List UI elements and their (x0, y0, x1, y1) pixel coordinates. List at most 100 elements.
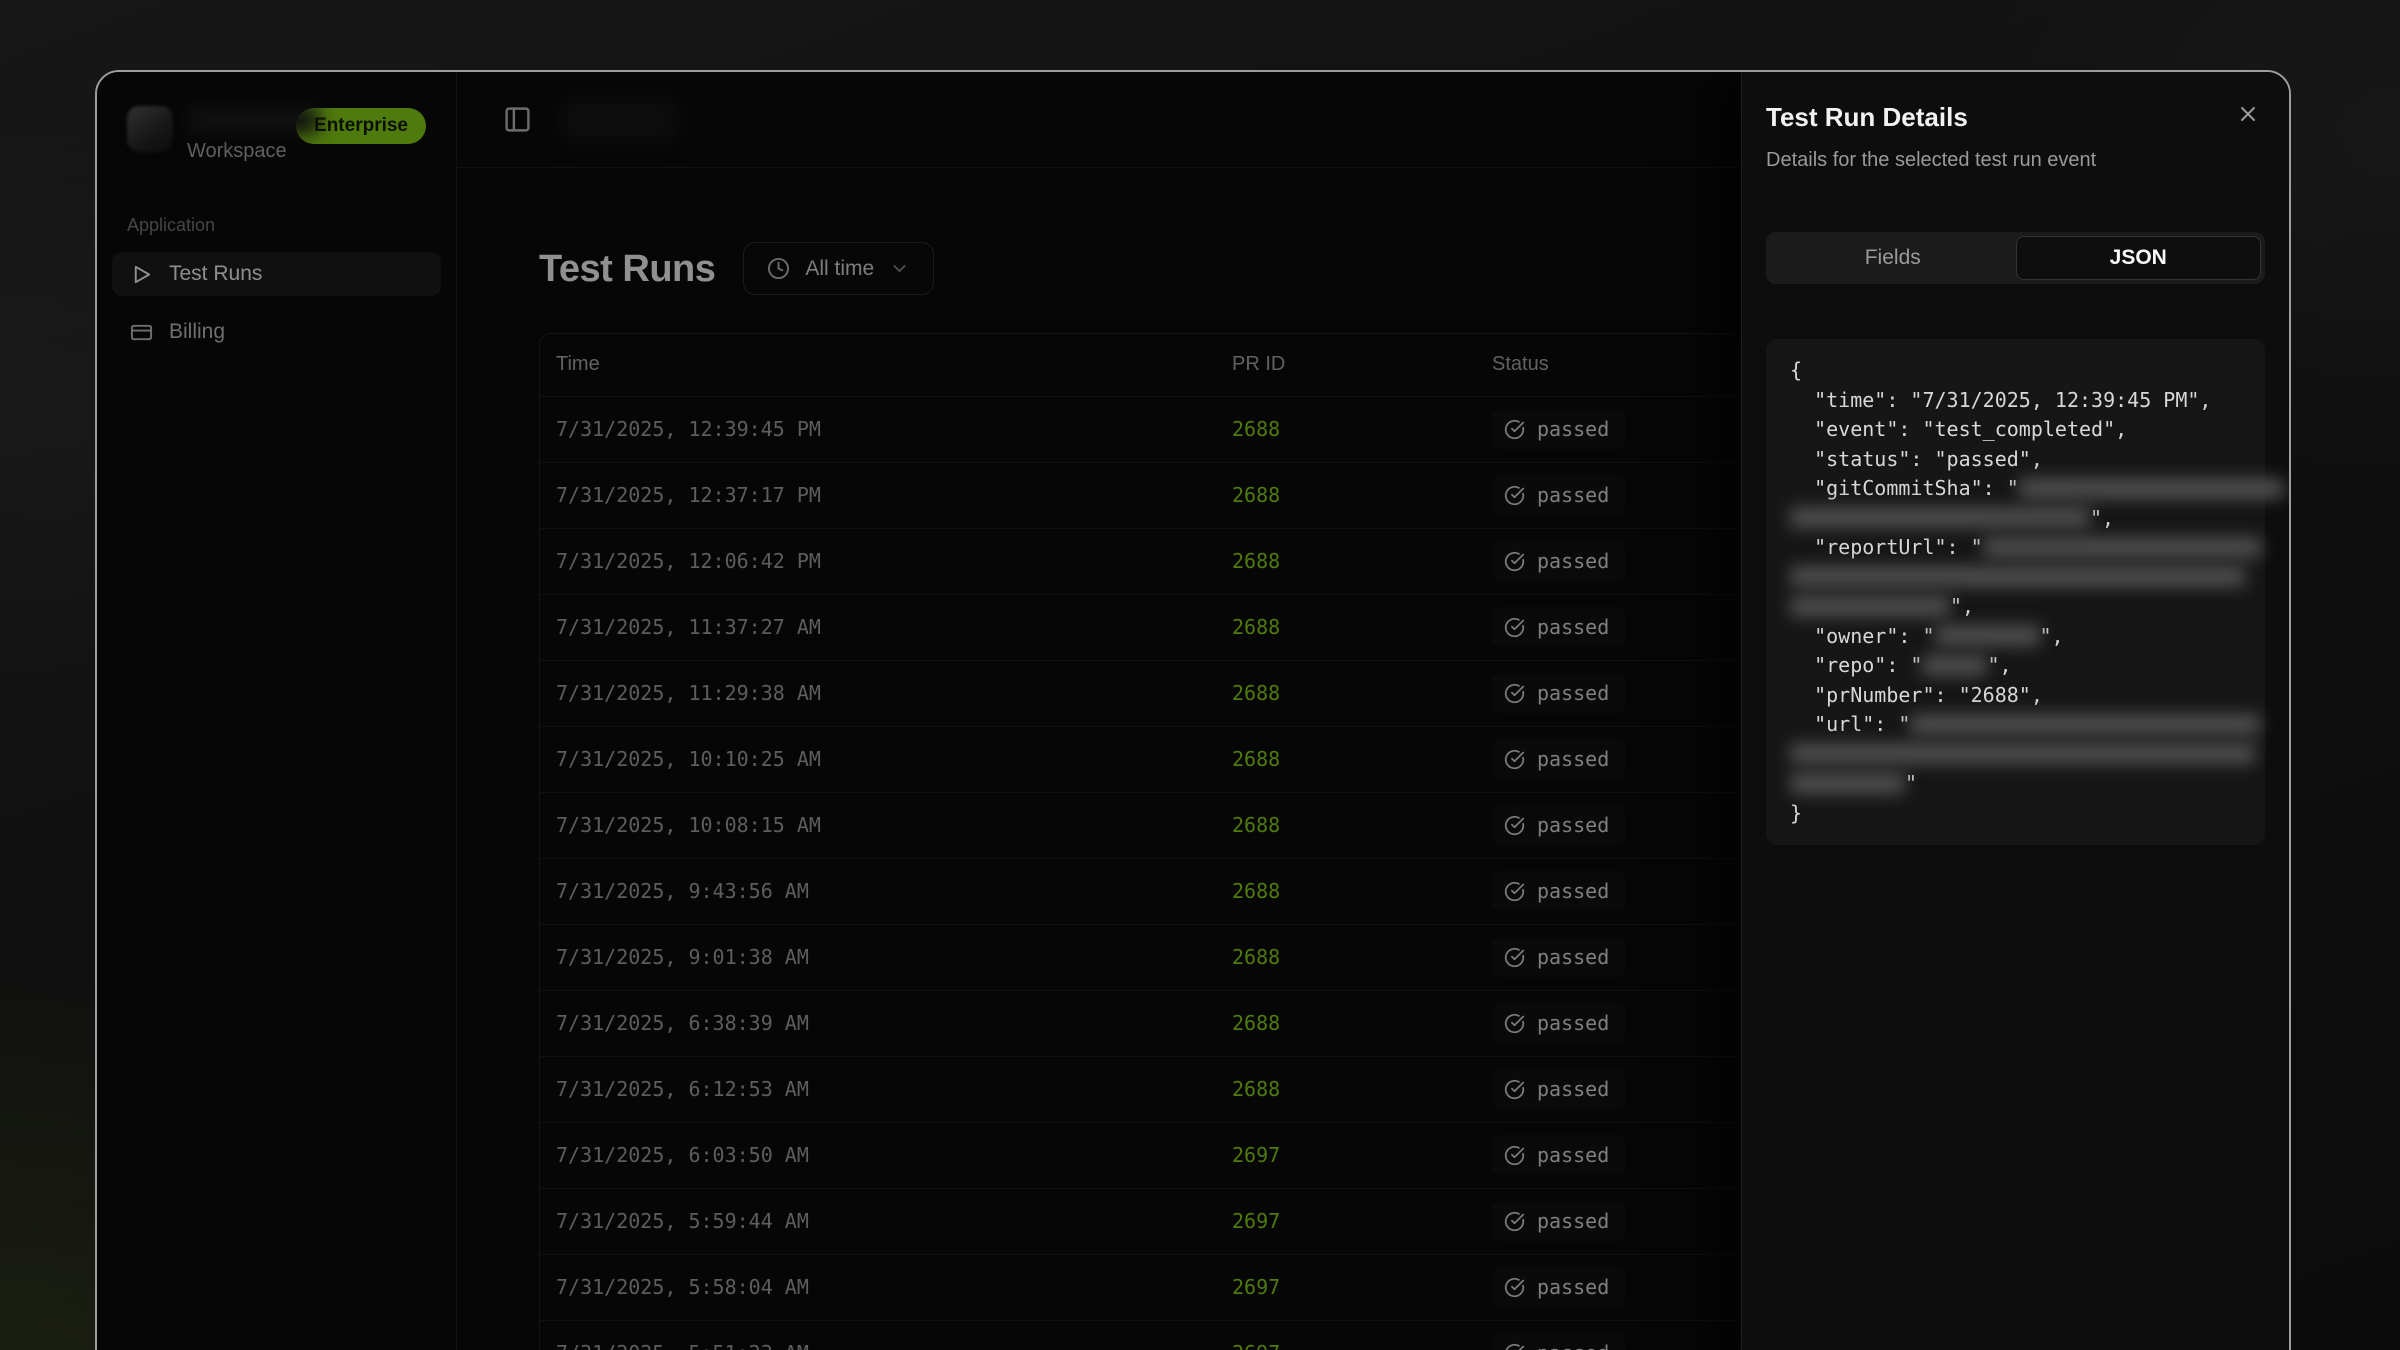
status-cell: passed (1476, 1254, 1740, 1321)
code-line: ", (1790, 504, 2253, 534)
pr-id-link[interactable]: 2688 (1216, 660, 1476, 727)
sidebar-item-test-runs[interactable]: Test Runs (112, 252, 441, 296)
status-cell: passed (1476, 594, 1740, 661)
close-button[interactable] (2233, 100, 2263, 130)
time-filter-label: All time (805, 256, 875, 280)
test-run-details-panel: Test Run Details Details for the selecte… (1741, 72, 2289, 1350)
table-row[interactable]: 7/31/2025, 10:10:25 AM 2688 passed (540, 726, 1740, 793)
code-redacted-segment (1790, 772, 1905, 794)
workspace-name-redacted (187, 106, 319, 134)
code-text: "reportUrl": " (1790, 535, 1983, 559)
pr-id-link[interactable]: 2688 (1216, 726, 1476, 793)
status-cell: passed (1476, 792, 1740, 859)
pr-id-link[interactable]: 2688 (1216, 396, 1476, 463)
table-row[interactable]: 7/31/2025, 5:59:44 AM 2697 passed (540, 1188, 1740, 1255)
status-cell: passed (1476, 924, 1740, 991)
code-line (1790, 563, 2253, 593)
pr-id-link[interactable]: 2688 (1216, 594, 1476, 661)
sidebar: Workspace Enterprise Application Test Ru… (97, 72, 457, 1350)
status-label: passed (1537, 483, 1610, 507)
check-circle-icon (1504, 1145, 1525, 1165)
pr-id-link[interactable]: 2688 (1216, 990, 1476, 1057)
status-label: passed (1537, 879, 1610, 903)
pr-id-link[interactable]: 2688 (1216, 924, 1476, 991)
time-cell: 7/31/2025, 12:06:42 PM (540, 528, 1216, 595)
status-cell: passed (1476, 1188, 1740, 1255)
pr-id-link[interactable]: 2688 (1216, 528, 1476, 595)
sidebar-toggle-button[interactable] (499, 102, 535, 138)
main-content: Test Runs All time Time PR ID Status 7/3… (457, 72, 2289, 1350)
pr-id-link[interactable]: 2697 (1216, 1320, 1476, 1350)
sidebar-item-billing[interactable]: Billing (112, 310, 441, 354)
code-line (1790, 740, 2255, 770)
check-circle-icon (1504, 419, 1525, 439)
code-line: "gitCommitSha": " (1790, 474, 2284, 504)
table-row[interactable]: 7/31/2025, 6:03:50 AM 2697 passed (540, 1122, 1740, 1189)
clock-icon (768, 257, 790, 280)
code-text: } (1790, 800, 1803, 825)
time-cell: 7/31/2025, 5:51:23 AM (540, 1320, 1216, 1350)
status-badge: passed (1492, 1069, 1625, 1109)
status-badge: passed (1492, 673, 1625, 713)
column-header-pr-id: PR ID (1216, 334, 1476, 397)
time-cell: 7/31/2025, 10:10:25 AM (540, 726, 1216, 793)
time-cell: 7/31/2025, 6:38:39 AM (540, 990, 1216, 1057)
status-cell: passed (1476, 726, 1740, 793)
breadcrumb-redacted (561, 97, 677, 142)
pr-id-link[interactable]: 2697 (1216, 1254, 1476, 1321)
code-redacted-segment (1790, 566, 2245, 587)
pr-id-link[interactable]: 2688 (1216, 1056, 1476, 1123)
time-cell: 7/31/2025, 5:59:44 AM (540, 1188, 1216, 1255)
status-label: passed (1537, 1209, 1610, 1233)
pr-id-link[interactable]: 2688 (1216, 792, 1476, 859)
table-row[interactable]: 7/31/2025, 9:01:38 AM 2688 passed (540, 924, 1740, 991)
pr-id-link[interactable]: 2697 (1216, 1188, 1476, 1255)
code-text: ", (1987, 653, 2012, 677)
table-row[interactable]: 7/31/2025, 11:29:38 AM 2688 passed (540, 660, 1740, 727)
workspace-avatar (127, 106, 173, 152)
status-label: passed (1537, 747, 1610, 771)
table-row[interactable]: 7/31/2025, 11:37:27 AM 2688 passed (540, 594, 1740, 661)
panel-subtitle: Details for the selected test run event (1766, 149, 2097, 171)
pr-id-link[interactable]: 2688 (1216, 858, 1476, 925)
status-label: passed (1537, 417, 1610, 441)
page-head: Test Runs All time (539, 242, 2289, 295)
pr-id-link[interactable]: 2697 (1216, 1122, 1476, 1189)
time-cell: 7/31/2025, 11:37:27 AM (540, 594, 1216, 661)
table-row[interactable]: 7/31/2025, 12:37:17 PM 2688 passed (540, 462, 1740, 529)
table-row[interactable]: 7/31/2025, 5:58:04 AM 2697 passed (540, 1254, 1740, 1321)
code-line: "status": "passed", (1790, 445, 2253, 475)
code-redacted-segment (2018, 477, 2284, 499)
code-text: "repo": " (1790, 653, 1923, 677)
status-cell: passed (1476, 462, 1740, 529)
time-filter-dropdown[interactable]: All time (743, 242, 935, 295)
main-header (457, 72, 2289, 168)
table-row[interactable]: 7/31/2025, 6:38:39 AM 2688 passed (540, 990, 1740, 1057)
check-circle-icon (1504, 1277, 1525, 1297)
table-row[interactable]: 7/31/2025, 9:43:56 AM 2688 passed (540, 858, 1740, 925)
status-badge: passed (1492, 541, 1625, 581)
status-label: passed (1537, 945, 1610, 969)
status-cell: passed (1476, 528, 1740, 595)
table-row[interactable]: 7/31/2025, 12:06:42 PM 2688 passed (540, 528, 1740, 595)
table-row[interactable]: 7/31/2025, 6:12:53 AM 2688 passed (540, 1056, 1740, 1123)
tab-json[interactable]: JSON (2015, 236, 2261, 280)
code-redacted-segment (1934, 625, 2040, 646)
status-badge: passed (1492, 1135, 1625, 1175)
table-row[interactable]: 7/31/2025, 12:39:45 PM 2688 passed (540, 396, 1740, 463)
status-cell: passed (1476, 1122, 1740, 1189)
status-badge: passed (1492, 475, 1625, 515)
status-badge: passed (1492, 805, 1625, 845)
status-badge: passed (1492, 1267, 1625, 1307)
tab-fields[interactable]: Fields (1770, 236, 2016, 280)
workspace-switcher[interactable]: Workspace Enterprise (127, 106, 426, 163)
check-circle-icon (1504, 485, 1525, 505)
pr-id-link[interactable]: 2688 (1216, 462, 1476, 529)
table-row[interactable]: 7/31/2025, 10:08:15 AM 2688 passed (540, 792, 1740, 859)
time-cell: 7/31/2025, 9:01:38 AM (540, 924, 1216, 991)
status-cell: passed (1476, 858, 1740, 925)
check-circle-icon (1505, 1343, 1525, 1350)
sidebar-item-label: Test Runs (169, 262, 263, 285)
json-code: { "time": "7/31/2025, 12:39:45 PM", "eve… (1790, 356, 2284, 828)
